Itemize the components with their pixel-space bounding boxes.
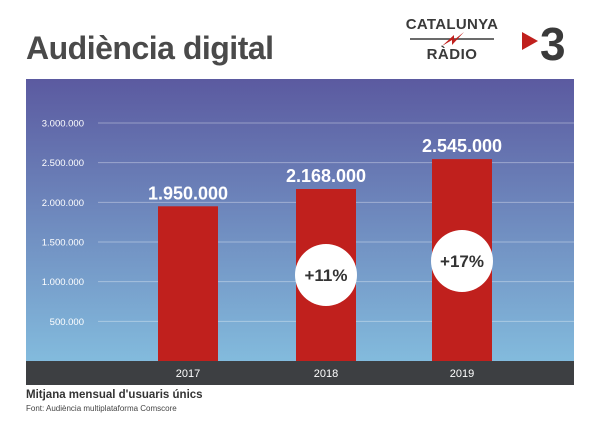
chart-source: Font: Audiència multiplataforma Comscore (26, 404, 177, 413)
catalunya-logo-line1: CATALUNYA (405, 16, 499, 33)
bar-2017 (158, 206, 218, 361)
y-tick-label: 500.000 (50, 317, 84, 328)
tv3-logo-number: 3 (540, 18, 566, 66)
x-tick-label: 2018 (314, 368, 338, 380)
growth-label: +11% (304, 266, 347, 285)
value-label: 2.545.000 (422, 136, 502, 156)
chart-area: 500.000 1.000.000 1.500.000 2.000.000 2.500.… (26, 79, 574, 385)
chart-caption: Mitjana mensual d'usuaris únics (26, 389, 203, 401)
y-tick-label: 1.000.000 (42, 277, 84, 288)
catalunya-radio-logo: CATALUNYA RÀDIO (402, 16, 502, 68)
y-tick-label: 1.500.000 (42, 238, 84, 249)
catalunya-logo-line2: RÀDIO (426, 46, 478, 63)
tv3-red-triangle-icon (522, 32, 538, 50)
y-tick-label: 2.500.000 (42, 158, 84, 169)
value-label: 2.168.000 (286, 166, 366, 186)
growth-label: +17% (440, 252, 484, 271)
value-label: 1.950.000 (148, 183, 228, 203)
chart-title: Audiència digital (26, 30, 274, 66)
x-axis-band (26, 361, 574, 385)
lightning-icon (410, 32, 494, 46)
growth-badge (431, 230, 493, 292)
x-tick-label: 2017 (176, 368, 200, 380)
y-tick-label: 2.000.000 (42, 198, 84, 209)
growth-badge (295, 244, 357, 306)
tv3-logo: 3 (522, 18, 566, 66)
y-tick-label: 3.000.000 (42, 119, 84, 130)
x-tick-label: 2019 (450, 368, 474, 380)
bar-chart: 500.000 1.000.000 1.500.000 2.000.000 2.500.… (26, 79, 574, 385)
